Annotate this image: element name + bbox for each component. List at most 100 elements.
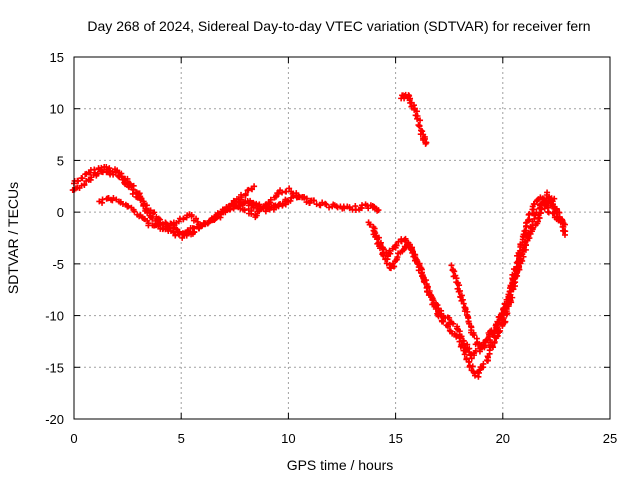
data-point bbox=[79, 175, 86, 182]
data-point bbox=[521, 228, 528, 235]
data-point bbox=[494, 318, 501, 325]
data-point bbox=[310, 197, 317, 204]
data-point bbox=[367, 221, 374, 228]
x-tick-label: 25 bbox=[603, 431, 617, 446]
data-point bbox=[494, 333, 501, 340]
series-arc-7 bbox=[398, 91, 430, 147]
data-point bbox=[215, 213, 222, 220]
data-point bbox=[456, 282, 463, 289]
x-tick-label: 5 bbox=[178, 431, 185, 446]
data-point bbox=[238, 194, 245, 201]
data-point bbox=[129, 190, 136, 197]
data-point bbox=[391, 263, 398, 270]
data-point bbox=[486, 347, 493, 354]
y-tick-label: 15 bbox=[50, 50, 64, 65]
data-point bbox=[172, 232, 179, 239]
data-point bbox=[306, 199, 313, 206]
data-point bbox=[517, 252, 524, 259]
data-points bbox=[69, 91, 569, 380]
data-point bbox=[559, 216, 566, 223]
data-point bbox=[222, 207, 229, 214]
data-point bbox=[490, 344, 497, 351]
data-point bbox=[490, 330, 497, 337]
data-point bbox=[262, 208, 269, 215]
y-tick-label: -5 bbox=[52, 257, 64, 272]
y-tick-label: 0 bbox=[57, 205, 64, 220]
data-point bbox=[401, 236, 408, 243]
data-point bbox=[375, 207, 382, 214]
data-point bbox=[561, 231, 568, 238]
data-point bbox=[180, 215, 187, 222]
data-point bbox=[502, 318, 509, 325]
data-point bbox=[241, 200, 248, 207]
data-point bbox=[545, 209, 552, 216]
data-point bbox=[422, 140, 429, 147]
data-point bbox=[245, 199, 252, 206]
x-tick-label: 20 bbox=[496, 431, 510, 446]
x-tick-label: 0 bbox=[70, 431, 77, 446]
x-tick-label: 15 bbox=[388, 431, 402, 446]
data-point bbox=[456, 338, 463, 345]
data-point bbox=[430, 297, 437, 304]
data-point bbox=[507, 283, 514, 290]
x-axis-label: GPS time / hours bbox=[287, 457, 394, 473]
data-point bbox=[125, 203, 132, 210]
data-point bbox=[425, 283, 432, 290]
data-point bbox=[457, 293, 464, 300]
data-point bbox=[286, 185, 293, 192]
data-point bbox=[499, 312, 506, 319]
data-point bbox=[525, 229, 532, 236]
data-point bbox=[241, 207, 248, 214]
data-point bbox=[462, 347, 469, 354]
data-point bbox=[159, 225, 166, 232]
data-point bbox=[279, 189, 286, 196]
data-point bbox=[433, 304, 440, 311]
data-point bbox=[193, 215, 200, 222]
data-point bbox=[453, 333, 460, 340]
data-point bbox=[170, 229, 177, 236]
data-point bbox=[416, 123, 423, 130]
y-axis-label: SDTVAR / TECUs bbox=[5, 182, 21, 294]
data-point bbox=[393, 242, 400, 249]
data-point bbox=[471, 372, 478, 379]
data-point bbox=[456, 287, 463, 294]
data-point bbox=[492, 322, 499, 329]
data-point bbox=[531, 201, 538, 208]
data-point bbox=[201, 221, 208, 228]
data-point bbox=[149, 215, 156, 222]
data-point bbox=[440, 318, 447, 325]
data-point bbox=[386, 247, 393, 254]
data-point bbox=[116, 174, 123, 181]
data-point bbox=[218, 209, 225, 216]
data-point bbox=[248, 210, 255, 217]
x-tick-label: 10 bbox=[281, 431, 295, 446]
data-point bbox=[225, 203, 232, 210]
data-point bbox=[358, 202, 365, 209]
chart-title: Day 268 of 2024, Sidereal Day-to-day VTE… bbox=[87, 18, 590, 34]
data-point bbox=[112, 169, 119, 176]
data-point bbox=[487, 337, 494, 344]
data-point bbox=[209, 216, 216, 223]
data-point bbox=[536, 215, 543, 222]
series-arc-3 bbox=[96, 183, 258, 233]
data-point bbox=[553, 206, 560, 213]
data-point bbox=[380, 252, 387, 259]
data-point bbox=[530, 206, 537, 213]
data-point bbox=[341, 205, 348, 212]
data-point bbox=[137, 196, 144, 203]
data-point bbox=[534, 218, 541, 225]
data-point bbox=[533, 209, 540, 216]
data-point bbox=[188, 213, 195, 220]
data-point bbox=[522, 241, 529, 248]
y-tick-label: -20 bbox=[45, 412, 64, 427]
data-point bbox=[251, 183, 258, 190]
y-tick-label: -15 bbox=[45, 360, 64, 375]
data-point bbox=[131, 208, 138, 215]
data-point bbox=[301, 194, 308, 201]
data-point bbox=[81, 181, 88, 188]
data-point bbox=[352, 203, 359, 210]
data-point bbox=[461, 351, 468, 358]
data-point bbox=[424, 288, 431, 295]
data-point bbox=[516, 256, 523, 263]
